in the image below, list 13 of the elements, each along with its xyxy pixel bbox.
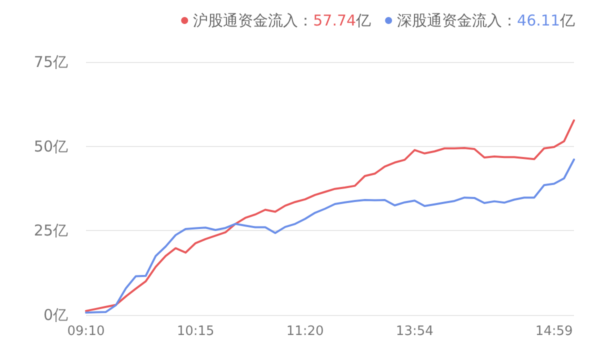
y-tick-label: 50亿 [34,137,68,156]
x-tick-label: 14:59 [535,324,573,339]
y-tick-label: 0亿 [43,306,68,324]
legend-label: 沪股通资金流入：57.74亿 [193,12,372,30]
x-tick-label: 10:15 [176,324,214,339]
x-tick-label: 13:54 [396,324,434,339]
line-series [85,119,575,312]
y-tick-label: 25亿 [34,222,68,240]
x-tick-label: 09:10 [67,324,105,339]
legend-label: 深股通资金流入：46.11亿 [397,12,575,30]
line-series [85,158,575,314]
x-tick-label: 11:20 [286,324,324,339]
y-tick-label: 75亿 [34,53,68,71]
